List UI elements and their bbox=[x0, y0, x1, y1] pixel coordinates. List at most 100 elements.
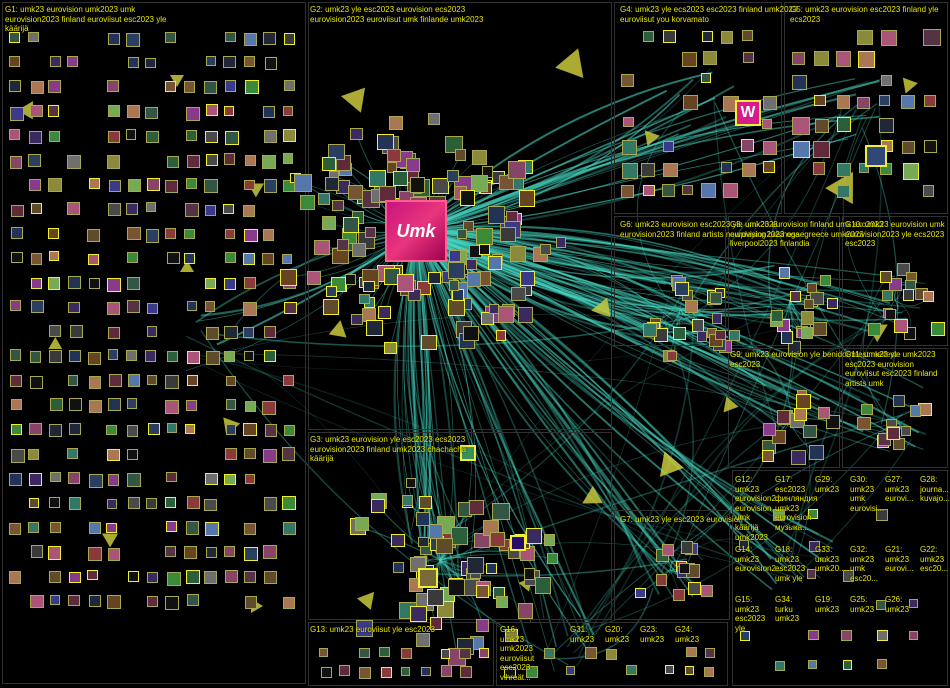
network-node[interactable] bbox=[775, 661, 785, 671]
network-node[interactable] bbox=[88, 352, 102, 366]
network-node[interactable] bbox=[837, 95, 850, 108]
network-node[interactable] bbox=[337, 239, 349, 251]
network-node[interactable] bbox=[903, 289, 915, 301]
network-node[interactable] bbox=[356, 620, 373, 637]
network-node[interactable] bbox=[451, 527, 469, 545]
network-node[interactable] bbox=[701, 585, 713, 597]
network-node[interactable] bbox=[429, 524, 444, 539]
network-node[interactable] bbox=[49, 350, 62, 363]
network-node[interactable] bbox=[108, 349, 119, 360]
network-node[interactable] bbox=[165, 32, 176, 43]
network-node[interactable] bbox=[49, 251, 59, 261]
network-node[interactable] bbox=[667, 351, 677, 361]
network-node[interactable] bbox=[30, 351, 42, 363]
network-node[interactable] bbox=[535, 577, 552, 594]
network-node[interactable] bbox=[265, 424, 278, 437]
network-node[interactable] bbox=[9, 80, 21, 92]
network-node[interactable] bbox=[547, 553, 558, 564]
network-node[interactable] bbox=[682, 52, 697, 67]
network-node[interactable] bbox=[244, 448, 256, 460]
network-node[interactable] bbox=[807, 569, 817, 579]
network-node[interactable] bbox=[662, 184, 675, 197]
network-node[interactable] bbox=[126, 350, 137, 361]
network-node[interactable] bbox=[204, 571, 217, 584]
network-node[interactable] bbox=[224, 153, 236, 165]
network-node[interactable] bbox=[526, 666, 538, 678]
network-node[interactable] bbox=[50, 472, 60, 482]
network-node[interactable] bbox=[69, 398, 82, 411]
network-node[interactable] bbox=[488, 256, 502, 270]
network-node[interactable] bbox=[804, 299, 814, 309]
network-node[interactable] bbox=[683, 95, 698, 110]
network-node[interactable] bbox=[67, 56, 78, 67]
network-node[interactable] bbox=[186, 178, 197, 189]
network-node[interactable] bbox=[894, 319, 908, 333]
network-node[interactable] bbox=[165, 497, 176, 508]
network-node[interactable] bbox=[457, 229, 467, 239]
network-node[interactable] bbox=[128, 374, 140, 386]
network-node[interactable] bbox=[763, 423, 776, 436]
network-node[interactable] bbox=[808, 630, 819, 641]
network-node[interactable] bbox=[818, 407, 830, 419]
network-node[interactable] bbox=[205, 131, 218, 144]
network-node[interactable] bbox=[107, 499, 117, 509]
network-node[interactable] bbox=[377, 134, 393, 150]
network-node[interactable] bbox=[9, 56, 20, 67]
network-node[interactable] bbox=[321, 667, 332, 678]
network-node[interactable] bbox=[265, 57, 278, 70]
network-node[interactable] bbox=[106, 425, 116, 435]
network-node[interactable] bbox=[467, 557, 484, 574]
network-node[interactable] bbox=[165, 81, 176, 92]
network-node[interactable] bbox=[263, 545, 277, 559]
network-node[interactable] bbox=[585, 647, 597, 659]
network-node[interactable] bbox=[739, 540, 749, 550]
network-node[interactable] bbox=[184, 546, 197, 559]
network-node[interactable] bbox=[663, 141, 674, 152]
highlighted-node[interactable] bbox=[510, 535, 526, 551]
network-node[interactable] bbox=[401, 648, 412, 659]
network-node[interactable] bbox=[184, 253, 195, 264]
network-node[interactable] bbox=[500, 227, 515, 242]
network-node[interactable] bbox=[244, 277, 256, 289]
network-node[interactable] bbox=[876, 509, 888, 521]
network-node[interactable] bbox=[11, 227, 23, 239]
network-node[interactable] bbox=[460, 190, 475, 205]
network-node[interactable] bbox=[87, 570, 97, 580]
network-node[interactable] bbox=[371, 499, 385, 513]
network-node[interactable] bbox=[108, 33, 120, 45]
network-node[interactable] bbox=[49, 131, 60, 142]
network-node[interactable] bbox=[264, 350, 276, 362]
network-node[interactable] bbox=[345, 274, 356, 285]
network-node[interactable] bbox=[187, 351, 200, 364]
network-node[interactable] bbox=[384, 342, 396, 354]
network-node[interactable] bbox=[127, 277, 140, 290]
network-node[interactable] bbox=[147, 178, 160, 191]
network-node[interactable] bbox=[498, 306, 514, 322]
network-node[interactable] bbox=[490, 532, 505, 547]
network-node[interactable] bbox=[205, 473, 217, 485]
network-node[interactable] bbox=[705, 648, 715, 658]
network-node[interactable] bbox=[245, 80, 259, 94]
network-node[interactable] bbox=[9, 473, 22, 486]
network-node[interactable] bbox=[703, 51, 717, 65]
network-node[interactable] bbox=[923, 185, 934, 196]
network-node[interactable] bbox=[449, 250, 461, 262]
network-node[interactable] bbox=[621, 185, 634, 198]
network-node[interactable] bbox=[50, 56, 61, 67]
network-node[interactable] bbox=[300, 195, 315, 210]
network-node[interactable] bbox=[283, 106, 293, 116]
network-node[interactable] bbox=[682, 185, 692, 195]
network-node[interactable] bbox=[108, 398, 121, 411]
network-node[interactable] bbox=[393, 562, 403, 572]
highlighted-node[interactable]: W bbox=[735, 100, 761, 126]
network-node[interactable] bbox=[704, 667, 714, 677]
network-node[interactable] bbox=[48, 228, 59, 239]
network-node[interactable] bbox=[427, 589, 443, 605]
network-node[interactable] bbox=[467, 272, 482, 287]
network-node[interactable] bbox=[471, 175, 488, 192]
network-node[interactable] bbox=[30, 105, 42, 117]
network-node[interactable] bbox=[69, 350, 80, 361]
network-node[interactable] bbox=[808, 509, 818, 519]
network-node[interactable] bbox=[813, 322, 827, 336]
network-node[interactable] bbox=[566, 666, 575, 675]
